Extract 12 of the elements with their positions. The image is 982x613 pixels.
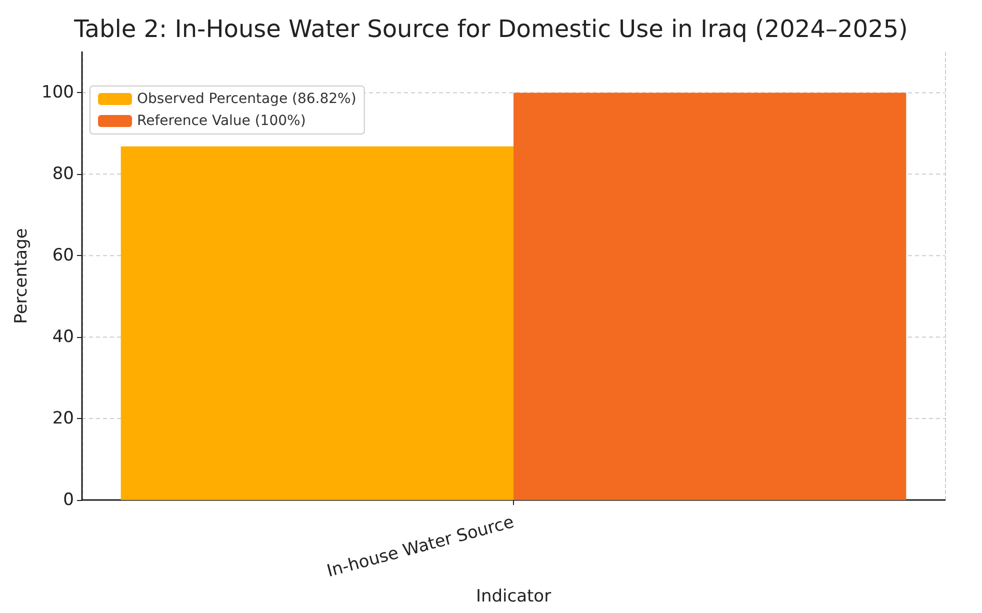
x-axis-title: Indicator (476, 586, 552, 606)
x-tick-label: In-house Water Source (324, 512, 516, 582)
y-axis-title: Percentage (12, 228, 32, 324)
legend-label: Observed Percentage (86.82%) (137, 91, 356, 107)
y-tick-label: 60 (52, 246, 74, 266)
y-tick-label: 0 (63, 490, 74, 510)
chart-title: Table 2: In-House Water Source for Domestic Use in Iraq (2024–2025) (73, 15, 908, 43)
y-tick-label: 80 (52, 164, 74, 184)
y-tick-label: 40 (52, 327, 74, 348)
y-tick-label: 100 (42, 82, 74, 103)
y-tick-label: 20 (52, 408, 74, 429)
legend-label: Reference Value (100%) (137, 113, 306, 129)
